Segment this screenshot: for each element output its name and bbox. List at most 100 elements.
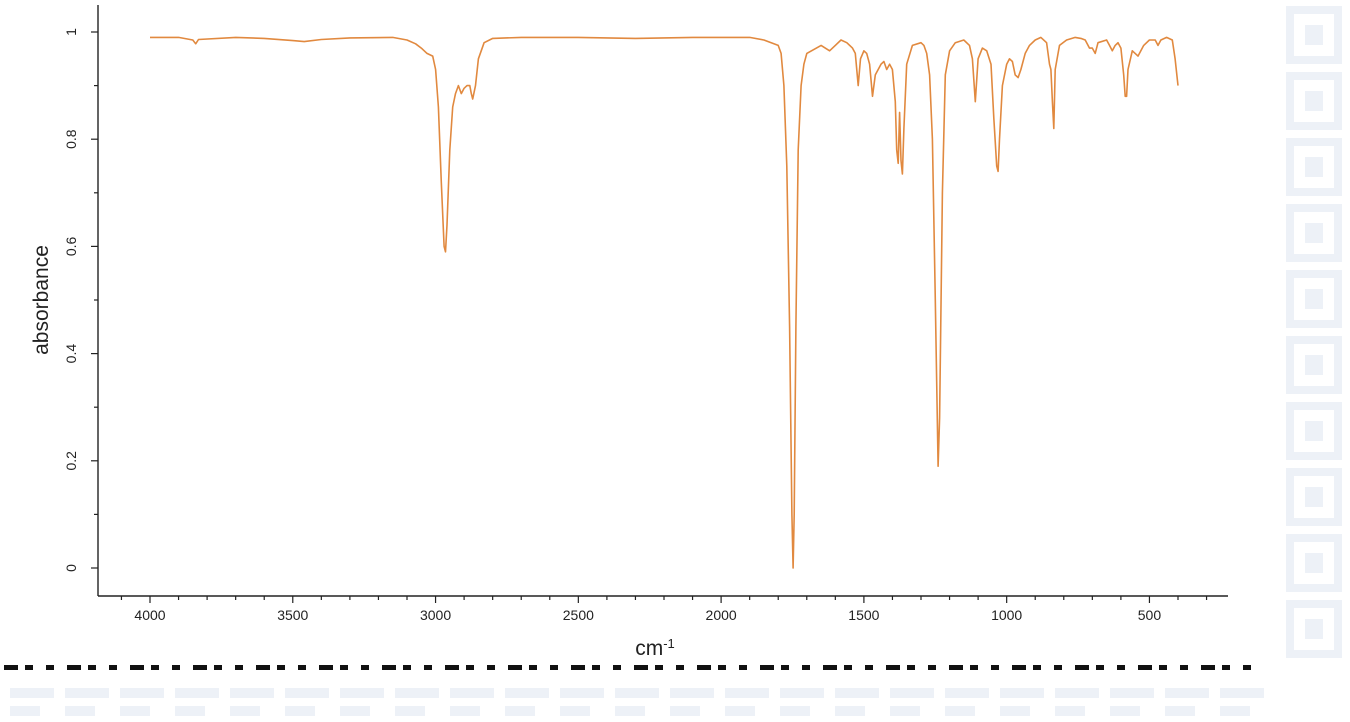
x-tick-label: 3500: [277, 607, 308, 623]
dashed-border-dash: [823, 665, 837, 670]
dashed-border-dash: [571, 665, 585, 670]
watermark-block: [890, 688, 934, 698]
watermark-block: [1220, 706, 1250, 716]
watermark-block: [1110, 706, 1140, 716]
watermark-block: [1286, 6, 1342, 64]
x-tick-label: 2500: [563, 607, 594, 623]
dashed-border-dash: [445, 665, 459, 670]
dashed-border-dash: [949, 665, 963, 670]
watermark-block: [1305, 157, 1323, 177]
watermark-block: [1286, 138, 1342, 196]
y-axis-title: absorbance: [30, 245, 53, 355]
dashed-border-dash: [88, 665, 96, 670]
dashed-border-dash: [361, 665, 369, 670]
watermark-block: [945, 706, 975, 716]
watermark-block: [10, 688, 54, 698]
y-tick-label: 0.6: [63, 236, 79, 256]
watermark-block: [175, 706, 205, 716]
dashed-border-dash: [424, 665, 432, 670]
dashed-border-dash: [235, 665, 243, 670]
dashed-border-dash: [193, 665, 207, 670]
dashed-border-dash: [886, 665, 900, 670]
watermark-block: [615, 688, 659, 698]
dashed-border-dash: [487, 665, 495, 670]
watermark-block: [780, 688, 824, 698]
watermark-block: [615, 706, 645, 716]
dashed-border-dash: [508, 665, 522, 670]
dashed-border-dash: [865, 665, 873, 670]
dashed-border-dash: [4, 665, 18, 670]
watermark-block: [175, 688, 219, 698]
watermark-block: [1305, 487, 1323, 507]
dashed-border-dash: [109, 665, 117, 670]
dashed-border-dash: [991, 665, 999, 670]
dashed-border-dash: [907, 665, 915, 670]
dashed-border-dash: [25, 665, 33, 670]
watermark-block: [340, 688, 384, 698]
x-axis-title: cm-1: [635, 636, 675, 661]
y-tick-label: 0.4: [63, 344, 79, 364]
watermark-block: [285, 706, 315, 716]
dashed-border-dash: [67, 665, 81, 670]
dashed-border-dash: [1117, 665, 1125, 670]
watermark-block: [120, 688, 164, 698]
dashed-border-dash: [844, 665, 852, 670]
dashed-border-dash: [634, 665, 648, 670]
x-axis-title-unit: cm: [635, 637, 663, 660]
dashed-border-dash: [1054, 665, 1062, 670]
watermark-block: [1286, 468, 1342, 526]
watermark-block: [1220, 688, 1264, 698]
watermark-block: [670, 688, 714, 698]
dashed-border-dash: [592, 665, 600, 670]
watermark-block: [1055, 688, 1099, 698]
watermark-block: [835, 688, 879, 698]
dashed-border-dash: [1096, 665, 1104, 670]
dashed-border-dash: [256, 665, 270, 670]
dashed-border-dash: [760, 665, 774, 670]
watermark-block: [1305, 223, 1323, 243]
watermark-block: [1286, 336, 1342, 394]
watermark-block: [1286, 204, 1342, 262]
y-ticks: 0 0.2 0.4 0.6 0.8 1: [63, 28, 98, 572]
watermark-block: [1305, 91, 1323, 111]
watermark-block: [560, 706, 590, 716]
x-tick-label: 4000: [134, 607, 165, 623]
dashed-border-dash: [655, 665, 663, 670]
axes: [97, 5, 1228, 597]
watermark-block: [230, 688, 274, 698]
dashed-border-dash: [1201, 665, 1215, 670]
dashed-border-dash: [319, 665, 333, 670]
watermark-block: [65, 688, 109, 698]
watermark-block: [835, 706, 865, 716]
watermark-block: [725, 688, 769, 698]
dashed-border-dash: [928, 665, 936, 670]
dashed-border-dash: [172, 665, 180, 670]
watermark-block: [1286, 534, 1342, 592]
dashed-border-dash: [403, 665, 411, 670]
x-tick-label: 2000: [706, 607, 737, 623]
dashed-border-dash: [130, 665, 144, 670]
y-tick-label: 0: [63, 564, 79, 572]
dashed-border-dash: [1138, 665, 1152, 670]
watermark-block: [1305, 289, 1323, 309]
dashed-border-dash: [1033, 665, 1041, 670]
dashed-border-dash: [718, 665, 726, 670]
watermark-block: [285, 688, 329, 698]
dashed-border-dash: [1159, 665, 1167, 670]
x-ticks: 4000 3500 3000 2500 2000 1500 1000 500: [120, 596, 1208, 623]
watermark-block: [560, 688, 604, 698]
dashed-border-dash: [529, 665, 537, 670]
watermark-block: [395, 706, 425, 716]
dashed-border-dash: [214, 665, 222, 670]
watermark-pattern: [4, 6, 1342, 716]
watermark-block: [450, 688, 494, 698]
watermark-block: [1305, 421, 1323, 441]
dashed-border-dash: [739, 665, 747, 670]
dashed-border-dash: [298, 665, 306, 670]
x-tick-label: 1000: [991, 607, 1022, 623]
watermark-block: [1000, 688, 1044, 698]
watermark-block: [1110, 688, 1154, 698]
watermark-block: [1165, 706, 1195, 716]
